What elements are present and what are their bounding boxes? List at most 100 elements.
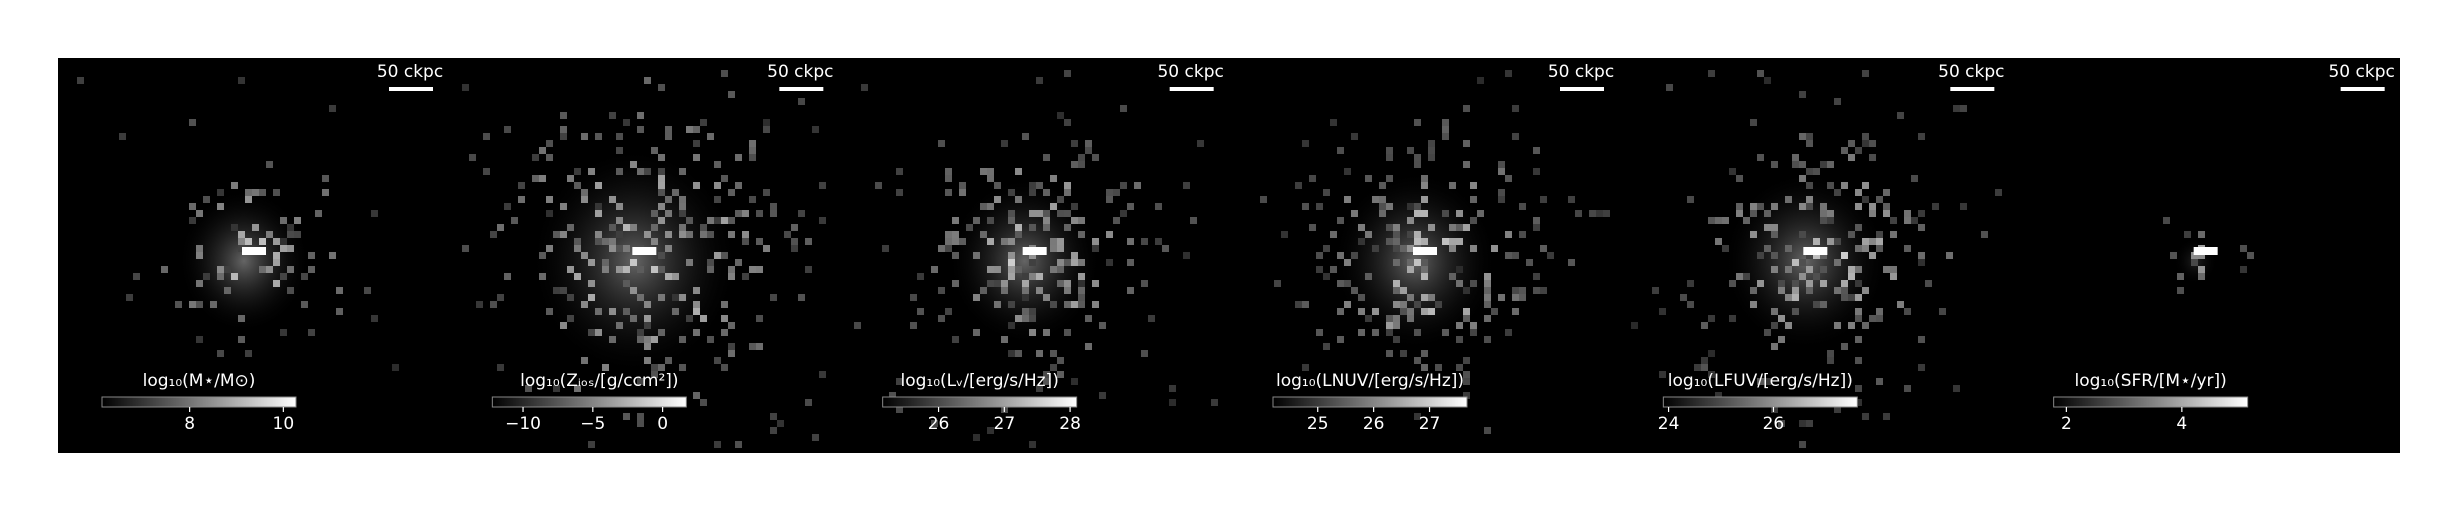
pixel [1869,252,1876,259]
pixel [196,252,203,259]
pixel [1883,266,1890,273]
pixel [2198,231,2205,238]
pixel [658,154,665,161]
pixel [322,189,329,196]
pixel [1036,210,1043,217]
pixel [560,203,567,210]
pixel [1379,196,1386,203]
pixel [1442,210,1449,217]
pixel [791,238,798,245]
pixel [539,175,546,182]
pixel [728,231,735,238]
pixel [2240,266,2247,273]
pixel [1414,357,1421,364]
pixel [714,217,721,224]
pixel [231,273,238,280]
pixel [1820,280,1827,287]
pixel [1260,196,1267,203]
pixel [1064,259,1071,266]
scale-bar-label: 50 ckpc [1938,62,2004,82]
pixel [1141,238,1148,245]
pixel [588,294,595,301]
pixel [791,224,798,231]
pixel [630,315,637,322]
pixel [1785,322,1792,329]
pixel [973,252,980,259]
pixel [812,126,819,133]
pixel [973,434,980,441]
pixel [938,245,945,252]
pixel [623,224,630,231]
pixel [777,420,784,427]
pixel [742,210,749,217]
pixel [1442,126,1449,133]
pixel [1463,392,1470,399]
pixel [1463,378,1470,385]
pixel [1022,315,1029,322]
pixel [973,294,980,301]
pixel [1799,259,1806,266]
pixel [1442,119,1449,126]
pixel [1309,224,1316,231]
pixel [1568,259,1575,266]
pixel [196,301,203,308]
pixel [1806,252,1813,259]
pixel [714,252,721,259]
pixel [1281,231,1288,238]
pixel [504,203,511,210]
pixel [1127,287,1134,294]
pixel [980,168,987,175]
pixel [1372,329,1379,336]
pixel [644,301,651,308]
pixel [1029,252,1036,259]
pixel [1449,245,1456,252]
pixel [1750,301,1757,308]
pixel [280,217,287,224]
pixel [1708,70,1715,77]
pixel [609,112,616,119]
pixel [539,273,546,280]
pixel [1827,217,1834,224]
pixel [2170,252,2177,259]
pixel [644,77,651,84]
pixel [1295,182,1302,189]
pixel [1330,266,1337,273]
pixel [1918,336,1925,343]
pixel [1806,287,1813,294]
pixel [1029,259,1036,266]
pixel [756,266,763,273]
pixel [1771,224,1778,231]
pixel [1841,182,1848,189]
pixel [980,203,987,210]
pixel [707,259,714,266]
pixel [728,189,735,196]
pixel [1008,252,1015,259]
pixel [798,210,805,217]
pixel [1043,378,1050,385]
pixel [1533,224,1540,231]
pixel [1148,315,1155,322]
pixel [504,273,511,280]
pixel [1043,329,1050,336]
pixel [1022,287,1029,294]
pixel [651,210,658,217]
pixel [651,224,658,231]
pixel [1316,203,1323,210]
pixel [1071,203,1078,210]
pixel [1064,329,1071,336]
pixel [1869,315,1876,322]
pixel [742,273,749,280]
pixel [1855,315,1862,322]
pixel [462,84,469,91]
pixel [1463,161,1470,168]
pixel [1785,266,1792,273]
pixel [581,196,588,203]
pixel [1666,84,1673,91]
pixel [1456,266,1463,273]
pixel [1862,196,1869,203]
pixel [1505,175,1512,182]
pixel [1463,371,1470,378]
pixel [1680,294,1687,301]
pixel [1869,238,1876,245]
pixel [189,119,196,126]
